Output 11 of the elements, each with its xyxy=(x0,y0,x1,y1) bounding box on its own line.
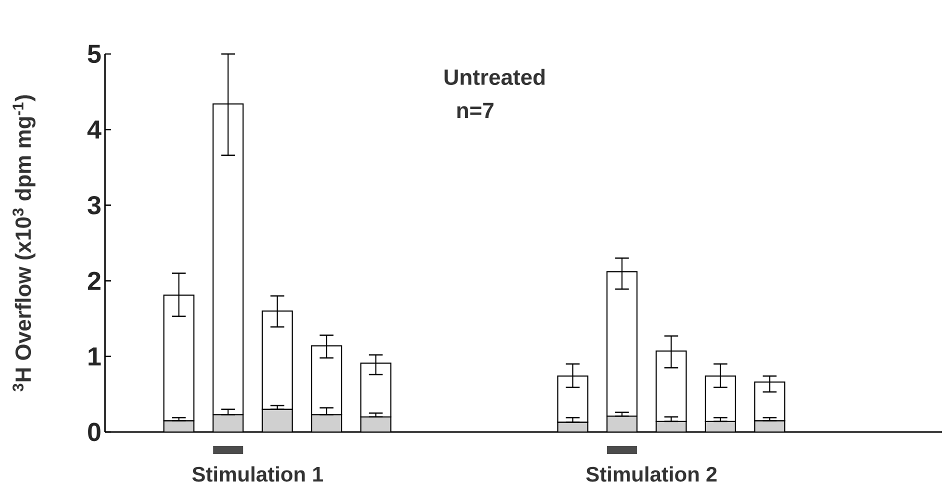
text: n=7 xyxy=(457,102,494,118)
y-tick-label: 5 xyxy=(88,44,101,64)
text: Stimulation 2 xyxy=(586,466,717,482)
text: Stimulation 1 xyxy=(192,466,323,482)
text: Untreated xyxy=(444,68,545,86)
y-tick-label: 3 xyxy=(88,196,101,214)
y-tick-label: 4 xyxy=(87,120,102,139)
y-tick-label: 0 xyxy=(88,422,100,442)
y-tick-label: 1 xyxy=(88,347,101,366)
y-tick-label: 2 xyxy=(88,272,100,290)
y-axis-title: $^{3}$H Overflow (x10$^{3}$ dpm mg$^{-1}$) xyxy=(12,95,36,392)
